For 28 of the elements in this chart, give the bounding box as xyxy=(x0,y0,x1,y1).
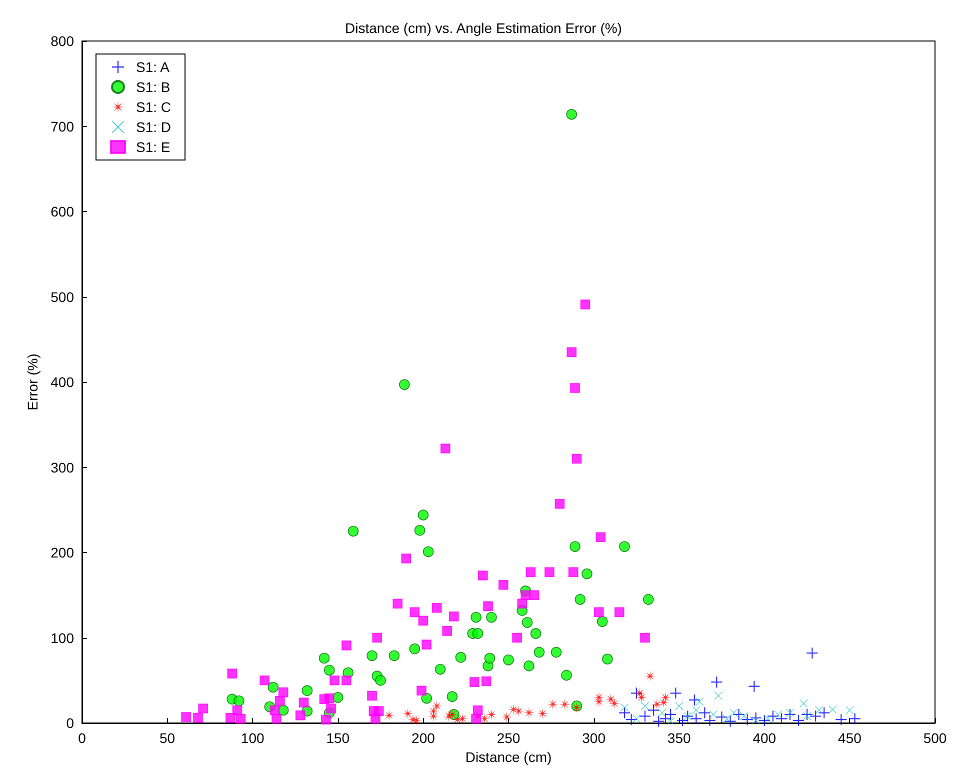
chart-title: Distance (cm) vs. Angle Estimation Error (%) xyxy=(345,20,622,36)
legend-label: S1: C xyxy=(136,99,172,115)
y-tick-label: 800 xyxy=(50,33,74,49)
x-tick-label: 0 xyxy=(78,730,86,746)
y-tick-label: 400 xyxy=(50,374,74,390)
y-tick-label: 200 xyxy=(50,544,74,560)
x-tick-label: 150 xyxy=(326,730,350,746)
y-tick-label: 500 xyxy=(50,288,74,305)
legend-label: S1: A xyxy=(136,59,170,75)
x-tick-label: 500 xyxy=(923,730,947,746)
y-tick-label: 600 xyxy=(50,204,74,220)
y-tick-label: 100 xyxy=(50,630,74,646)
x-axis-title: Distance (cm) xyxy=(465,748,552,765)
x-tick-label: 450 xyxy=(838,730,862,746)
x-tick-label: 400 xyxy=(752,730,776,746)
legend-label: S1: E xyxy=(136,139,170,155)
x-tick-label: 200 xyxy=(412,730,436,746)
y-tick-label: 300 xyxy=(50,459,74,476)
x-tick-label: 250 xyxy=(496,730,520,746)
y-tick-label: 0 xyxy=(66,715,74,731)
y-axis-title: Error (%) xyxy=(24,354,41,410)
x-tick-label: 50 xyxy=(160,730,176,746)
x-tick-label: 350 xyxy=(667,730,691,746)
x-tick-label: 100 xyxy=(240,730,264,746)
y-tick-label: 700 xyxy=(50,118,74,134)
legend-label: S1: D xyxy=(136,119,172,135)
legend-label: S1: B xyxy=(136,79,170,95)
x-tick-label: 300 xyxy=(582,730,606,746)
